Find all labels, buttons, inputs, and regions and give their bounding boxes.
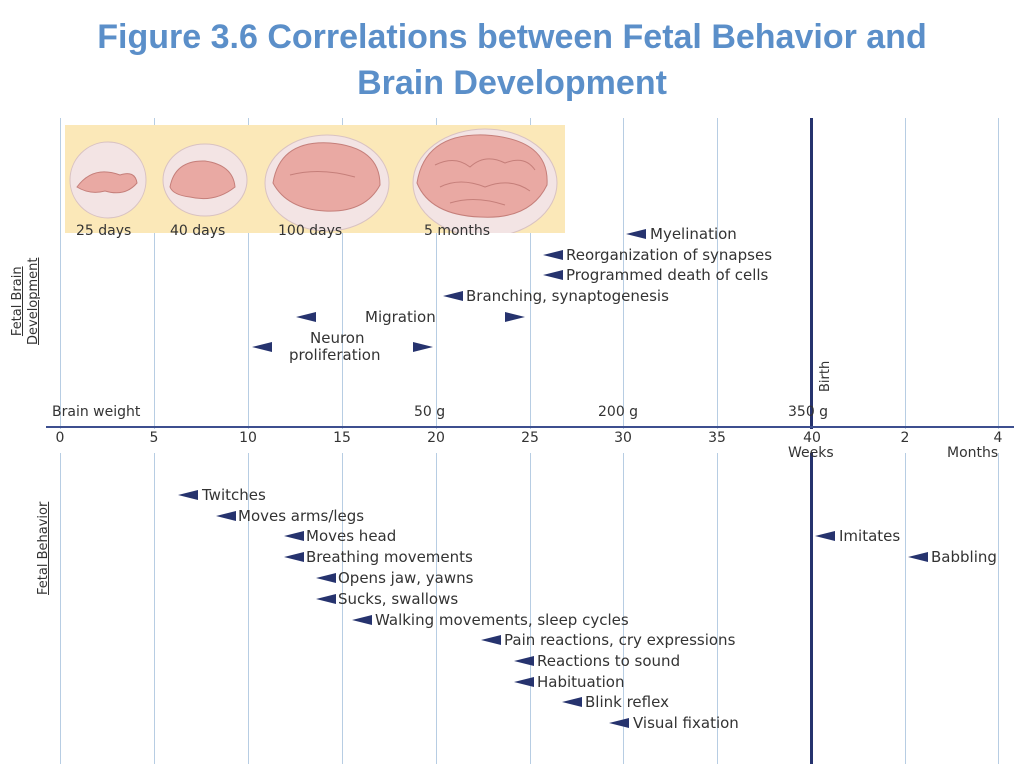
event-neuron-line-2: proliferation xyxy=(289,346,381,364)
event-programmed-death: Programmed death of cells xyxy=(566,266,769,284)
arrow-moves-arms xyxy=(216,511,236,521)
arrow-sound xyxy=(514,656,534,666)
section-label-fetal-brain-development: Fetal Brain Development xyxy=(10,257,42,345)
arrow-pain xyxy=(481,635,501,645)
arrow-habituation xyxy=(514,677,534,687)
arrow-breathing xyxy=(284,552,304,562)
tick-gap xyxy=(139,429,169,453)
event-sucks: Sucks, swallows xyxy=(338,590,459,608)
image-label-25-days: 25 days xyxy=(76,223,132,239)
brain-development-images xyxy=(69,128,558,238)
brain-weight-50g: 50 g xyxy=(414,404,446,420)
arrow-moves-head xyxy=(284,531,304,541)
section-label-line-2: Development xyxy=(26,257,41,345)
axis-tick-4-months: 4 xyxy=(993,430,1003,446)
brain-weight-200g: 200 g xyxy=(598,404,639,420)
event-breathing: Breathing movements xyxy=(306,548,473,566)
arrow-reorganization xyxy=(543,250,563,260)
section-label-line-1: Fetal Brain xyxy=(10,266,25,337)
arrow-neuron-proliferation-start xyxy=(252,342,272,352)
event-walking: Walking movements, sleep cycles xyxy=(375,611,629,629)
arrow-branching xyxy=(443,291,463,301)
tick-gap xyxy=(327,429,357,453)
axis-unit-weeks: Weeks xyxy=(788,445,834,461)
arrow-sucks xyxy=(316,594,336,604)
axis-tick-15: 15 xyxy=(333,430,351,446)
brain-weight-label: Brain weight xyxy=(52,404,141,420)
title-line-1: Figure 3.6 Correlations between Fetal Be… xyxy=(97,18,927,56)
arrow-programmed-death xyxy=(543,270,563,280)
birth-label: Birth xyxy=(818,360,833,392)
event-myelination: Myelination xyxy=(650,225,737,243)
event-visual-fixation: Visual fixation xyxy=(633,714,739,732)
arrow-babbling xyxy=(908,552,928,562)
axis-tick-10: 10 xyxy=(239,430,257,446)
tick-gap xyxy=(45,429,75,453)
axis-tick-20: 20 xyxy=(427,430,445,446)
tick-gap xyxy=(702,429,732,453)
arrow-opens-jaw xyxy=(316,573,336,583)
tick-gap xyxy=(421,429,451,453)
arrow-myelination xyxy=(626,229,646,239)
image-label-5-months: 5 months xyxy=(424,223,491,239)
time-axis xyxy=(46,426,1014,428)
arrow-twitches xyxy=(178,490,198,500)
axis-tick-40: 40 xyxy=(803,430,821,446)
tick-gap xyxy=(608,429,638,453)
axis-tick-2-months: 2 xyxy=(900,430,910,446)
event-babbling: Babbling xyxy=(931,548,997,566)
arrow-blink xyxy=(562,697,582,707)
event-branching: Branching, synaptogenesis xyxy=(466,287,669,305)
brain-weight-350g: 350 g xyxy=(788,404,829,420)
image-label-40-days: 40 days xyxy=(170,223,226,239)
section-label-fetal-behavior: Fetal Behavior xyxy=(36,501,51,595)
event-blink: Blink reflex xyxy=(585,693,669,711)
event-moves-arms: Moves arms/legs xyxy=(238,507,365,525)
axis-tick-35: 35 xyxy=(708,430,726,446)
event-pain: Pain reactions, cry expressions xyxy=(504,631,736,649)
axis-tick-0: 0 xyxy=(55,430,65,446)
tick-gap xyxy=(515,429,545,453)
arrow-migration-end xyxy=(505,312,525,322)
figure-title: Figure 3.6 Correlations between Fetal Be… xyxy=(0,14,1024,106)
event-habituation: Habituation xyxy=(537,673,625,691)
tick-gap xyxy=(797,429,827,453)
arrow-visual-fixation xyxy=(609,718,629,728)
image-label-100-days: 100 days xyxy=(278,223,343,239)
axis-tick-30: 30 xyxy=(614,430,632,446)
title-line-2: Brain Development xyxy=(357,64,667,102)
arrow-neuron-proliferation-end xyxy=(413,342,433,352)
event-neuron-line-1: Neuron xyxy=(310,329,365,347)
event-moves-head: Moves head xyxy=(306,527,397,545)
event-opens-jaw: Opens jaw, yawns xyxy=(338,569,474,587)
tick-gap xyxy=(890,429,920,453)
tick-gap xyxy=(983,429,1013,453)
arrow-walking xyxy=(352,615,372,625)
axis-tick-5: 5 xyxy=(149,430,159,446)
tick-gap xyxy=(233,429,263,453)
arrow-imitates xyxy=(815,531,835,541)
arrow-migration-start xyxy=(296,312,316,322)
event-twitches: Twitches xyxy=(202,486,266,504)
axis-unit-months: Months xyxy=(947,445,999,461)
event-migration: Migration xyxy=(365,308,436,326)
brain-images-panel xyxy=(65,125,565,238)
axis-tick-25: 25 xyxy=(521,430,539,446)
event-reorganization: Reorganization of synapses xyxy=(566,246,773,264)
event-imitates: Imitates xyxy=(839,527,901,545)
event-sound: Reactions to sound xyxy=(537,652,681,670)
